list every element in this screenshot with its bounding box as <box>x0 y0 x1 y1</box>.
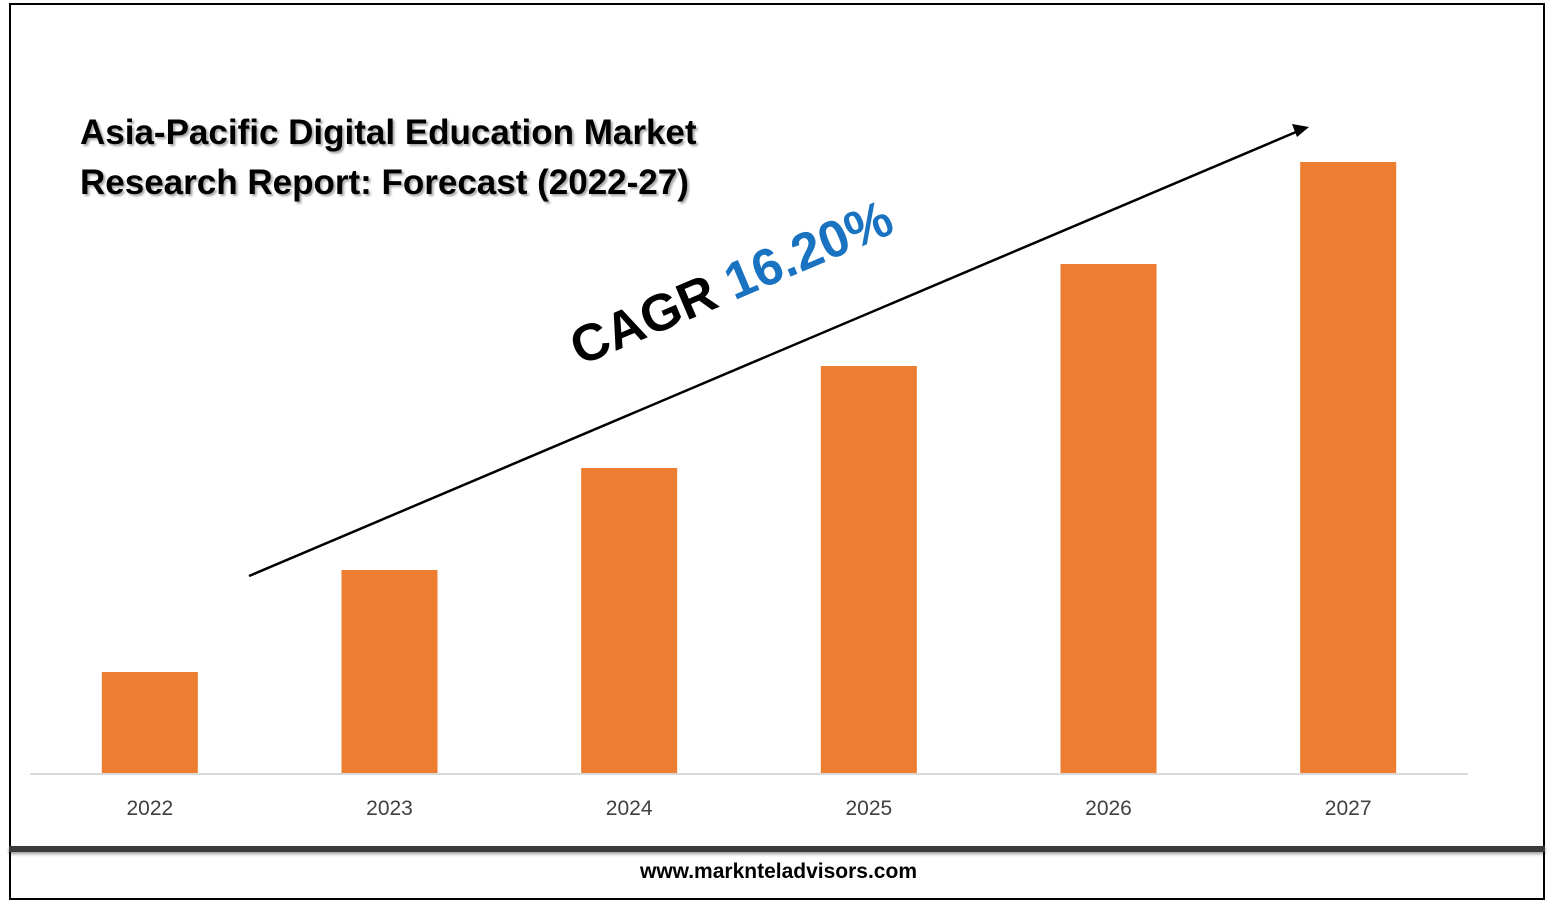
x-tick-label-2027: 2027 <box>1325 797 1372 820</box>
bar-2027 <box>1300 162 1397 774</box>
footer-website: www.marknteladvisors.com <box>640 860 917 883</box>
bar-2025 <box>820 366 917 774</box>
x-tick-labels: 2022 2023 2024 2025 2026 2027 <box>126 797 1371 820</box>
trend-arrow <box>248 124 1309 578</box>
chart-title-line-2: Research Report: Forecast (2022-27) <box>80 163 689 202</box>
bar-2023 <box>341 570 438 774</box>
x-tick-label-2025: 2025 <box>845 797 892 820</box>
x-tick-label-2024: 2024 <box>606 797 653 820</box>
bar-2024 <box>581 468 678 774</box>
bar-2026 <box>1060 264 1157 774</box>
footer-divider <box>9 846 1545 852</box>
bar-2022 <box>101 672 198 774</box>
chart-title: Asia-Pacific Digital Education Market Re… <box>80 108 780 208</box>
x-tick-label-2022: 2022 <box>126 797 173 820</box>
chart-frame <box>9 3 1545 900</box>
chart-title-line-1: Asia-Pacific Digital Education Market <box>80 113 697 152</box>
bars-group <box>101 162 1397 774</box>
x-tick-label-2023: 2023 <box>366 797 413 820</box>
x-tick-label-2026: 2026 <box>1085 797 1132 820</box>
